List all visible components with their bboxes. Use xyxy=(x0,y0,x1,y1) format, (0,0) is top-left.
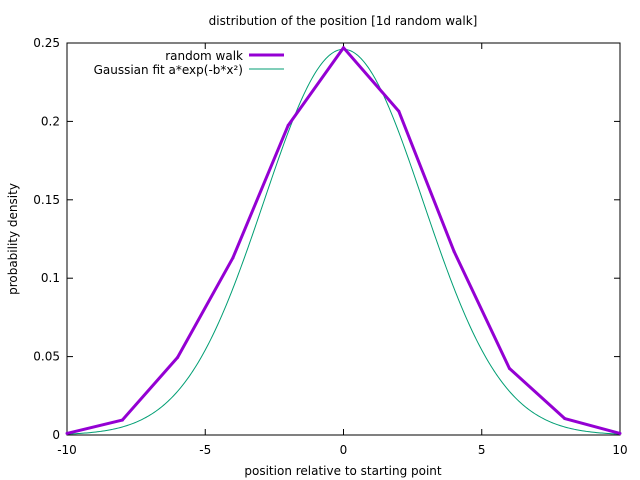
data-point xyxy=(452,250,456,254)
data-point xyxy=(618,431,622,435)
data-point xyxy=(286,123,290,127)
data-point xyxy=(507,366,511,370)
y-axis: 0 0.05 0.1 0.15 0.2 0.25 xyxy=(33,36,620,442)
x-tick-label: 10 xyxy=(612,443,627,457)
data-point xyxy=(397,109,401,113)
y-tick-label: 0.05 xyxy=(33,350,60,364)
x-axis-label: position relative to starting point xyxy=(244,464,442,478)
legend-label-random-walk: random walk xyxy=(165,49,243,63)
x-tick-label: 5 xyxy=(478,443,486,457)
data-point xyxy=(120,418,124,422)
y-tick-label: 0.15 xyxy=(33,193,60,207)
series-layer xyxy=(65,46,622,435)
plot-frame xyxy=(66,42,621,436)
y-tick-label: 0 xyxy=(52,428,60,442)
y-axis-label: probability density xyxy=(6,183,20,295)
y-tick-label: 0.2 xyxy=(41,114,60,128)
series-line-random-walk xyxy=(66,46,621,435)
data-point xyxy=(65,431,69,435)
y-tick-label: 0.25 xyxy=(33,36,60,50)
data-point xyxy=(563,417,567,421)
y-tick-label: 0.1 xyxy=(41,271,60,285)
data-point xyxy=(342,46,345,50)
data-point xyxy=(231,256,235,260)
x-tick-label: 0 xyxy=(340,443,348,457)
chart-title: distribution of the position [1d random … xyxy=(209,14,478,28)
x-tick-label: -10 xyxy=(57,443,77,457)
legend-label-gaussian-fit: Gaussian fit a*exp(-b*x²) xyxy=(94,63,243,77)
data-point xyxy=(176,355,180,359)
x-tick-label: -5 xyxy=(199,443,211,457)
series-line-gaussian-fit xyxy=(66,48,621,435)
